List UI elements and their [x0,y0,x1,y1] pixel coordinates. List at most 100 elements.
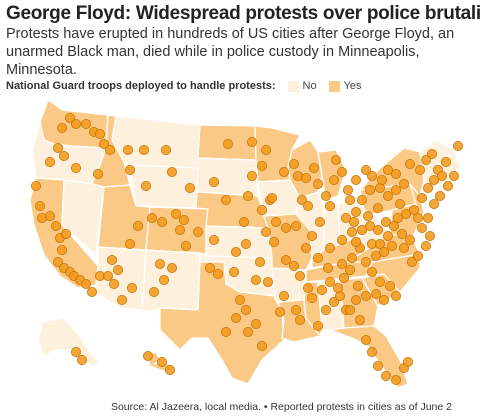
protest-city-dot [107,254,118,265]
protest-city-dot [370,288,381,299]
protest-city-dot [402,356,413,367]
protest-city-dot [398,178,409,189]
protest-city-dot [392,212,403,223]
protest-city-dot [420,240,431,251]
protest-city-dot [388,220,399,231]
protest-city-dot [382,164,393,175]
protest-city-dot [424,230,435,241]
protest-city-dot [238,216,249,227]
protest-city-dot [372,360,383,371]
protest-city-dot [344,304,355,315]
protest-city-dot [254,256,265,267]
protest-city-dot [53,142,64,153]
protest-city-dot [374,238,385,249]
protest-city-dot [132,220,143,231]
protest-city-dot [324,276,335,287]
protest-city-dot [296,194,307,205]
protest-city-dot [422,182,433,193]
protest-city-dot [192,226,203,237]
protest-city-dot [370,250,381,261]
protest-city-dot [364,184,375,195]
protest-city-dot [442,180,453,191]
protest-city-dot [278,290,289,301]
protest-city-dot [95,128,106,139]
legend: National Guard troops deployed to handle… [6,80,362,92]
protest-city-dot [336,166,347,177]
protest-city-dot [93,168,104,179]
protest-city-dot [398,242,409,253]
protest-city-dot [242,326,253,337]
protest-city-dot [262,276,273,287]
legend-no-label: No [302,80,317,92]
protest-city-dot [71,119,82,130]
protest-city-dot [316,284,327,295]
protest-city-dot [242,190,253,201]
protest-city-dot [328,174,339,185]
protest-city-dot [372,202,383,213]
protest-city-dot [278,166,289,177]
protest-city-dot [230,312,241,323]
protest-city-dot [246,136,257,147]
protest-city-dot [290,220,301,231]
protest-city-dot [240,304,251,315]
protest-city-dot [156,356,167,367]
protest-city-dot [306,292,317,303]
protest-city-dot [356,194,367,205]
protest-city-dot [81,278,92,289]
protest-city-dot [332,282,343,293]
protest-city-dot [428,198,439,209]
protest-city-dot [117,294,128,305]
protest-city-dot [208,234,219,245]
state-regions [29,99,461,389]
protest-city-dot [322,262,333,273]
protest-city-dot [342,184,353,195]
protest-city-dot [348,216,359,227]
protest-city-dot [320,304,331,315]
protest-city-dot [382,230,393,241]
protest-city-dot [156,216,167,227]
protest-city-dot [222,138,233,149]
protest-city-dot [180,240,191,251]
protest-city-dot [208,176,219,187]
protest-city-dot [142,350,153,361]
protest-city-dot [396,228,407,239]
protest-city-dot [45,210,56,221]
state-in [323,203,341,251]
protest-city-dot [256,204,267,215]
protest-city-dot [330,154,341,165]
protest-city-dot [360,334,371,345]
protest-city-dot [30,180,41,191]
protest-city-dot [312,320,323,331]
protest-city-dot [270,216,281,227]
protest-city-dot [87,286,98,297]
state-tx [159,261,285,385]
protest-city-dot [228,266,239,277]
protest-city-dot [166,262,177,273]
protest-city-dot [246,170,257,181]
protest-city-dot [105,144,116,155]
protest-city-dot [378,294,389,305]
protest-city-dot [360,164,371,175]
protest-city-dot [372,224,383,235]
legend-swatch-yes [328,80,340,92]
protest-city-dot [338,272,349,283]
protest-city-dot [103,270,114,281]
protest-city-dot [51,220,62,231]
protest-city-dot [113,264,124,275]
protest-city-dot [440,156,451,167]
protest-city-dot [314,216,325,227]
protest-city-dot [324,242,335,253]
protest-city-dot [434,190,445,201]
protest-city-dot [336,234,347,245]
protest-city-dot [146,212,157,223]
protest-city-dot [324,200,335,211]
protest-city-dot [154,258,165,269]
protest-city-dot [300,242,311,253]
protest-city-dot [416,222,427,233]
protest-city-dot [328,296,339,307]
protest-city-dot [362,210,373,221]
protest-city-dot [352,280,363,291]
protest-city-dot [394,198,405,209]
protest-city-dot [406,256,417,267]
protest-city-dot [428,174,439,185]
